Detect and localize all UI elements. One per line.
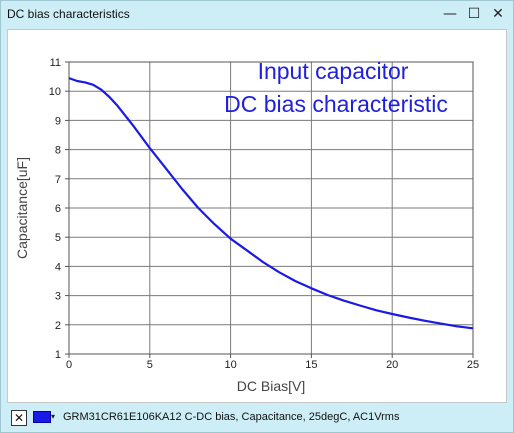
y-tick-label: 1: [55, 349, 61, 361]
series-visibility-checkbox[interactable]: ✕: [11, 410, 27, 426]
y-tick-label: 2: [55, 320, 61, 332]
y-tick-label: 10: [49, 86, 61, 98]
y-tick-label: 8: [55, 145, 61, 157]
x-tick-label: 15: [305, 359, 317, 371]
y-tick-label: 9: [55, 115, 61, 127]
x-tick-label: 5: [147, 359, 153, 371]
x-tick-label: 25: [467, 359, 479, 371]
y-tick-label: 4: [55, 261, 61, 273]
minimize-button[interactable]: —: [443, 6, 457, 22]
x-tick-label: 0: [66, 359, 72, 371]
chart-subtitle: DC bias characteristic: [224, 91, 448, 117]
y-axis-label: Capacitance[uF]: [14, 157, 30, 259]
window-title: DC bias characteristics: [7, 7, 130, 21]
chart-title: Input capacitor: [258, 58, 409, 84]
x-tick-label: 10: [224, 359, 236, 371]
color-dropdown-icon[interactable]: ▾: [51, 412, 56, 421]
status-bar: ✕ ▾ GRM31CR61E106KA12 C-DC bias, Capacit…: [7, 406, 507, 430]
series-legend-text: GRM31CR61E106KA12 C-DC bias, Capacitance…: [63, 411, 400, 423]
y-tick-label: 11: [50, 57, 61, 69]
x-axis-label: DC Bias[V]: [237, 378, 305, 394]
y-tick-label: 6: [55, 203, 61, 215]
x-tick-label: 20: [386, 359, 398, 371]
series-line: [68, 77, 474, 330]
dc-bias-chart: 1 2 3 4 5 6 7 8 9 10 11 0 5 10 15 20 25 DC Bias[V] Capacit…: [14, 57, 479, 394]
close-button[interactable]: ✕: [492, 6, 504, 22]
y-tick-label: 5: [55, 232, 61, 244]
maximize-button[interactable]: ☐: [467, 6, 481, 22]
title-bar[interactable]: DC bias characteristics — ☐ ✕: [1, 1, 513, 29]
y-tick-label: 7: [55, 174, 61, 186]
plot-area: 1 2 3 4 5 6 7 8 9 10 11 0 5 10 15 20 25 DC Bias[V] Capacit…: [7, 29, 507, 403]
series-color-swatch[interactable]: [33, 411, 51, 423]
y-tick-label: 3: [55, 291, 61, 303]
